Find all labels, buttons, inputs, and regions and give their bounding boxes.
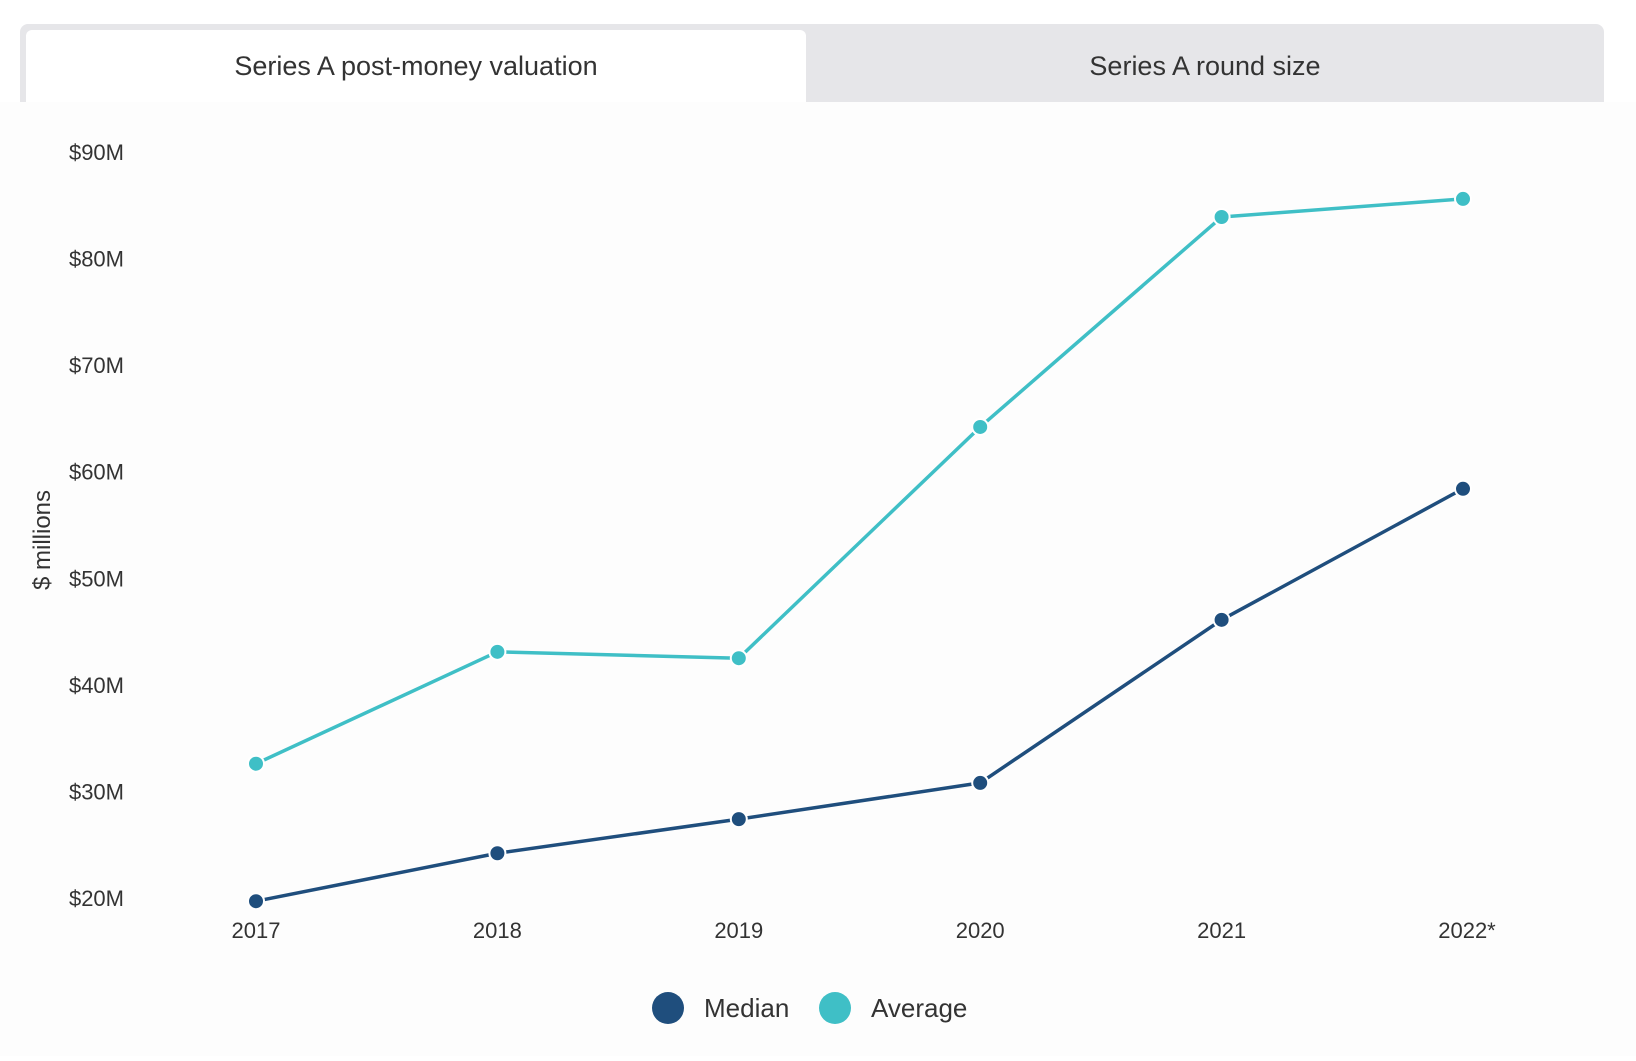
x-tick-label: 2022*: [1438, 918, 1496, 943]
y-tick-label: $60M: [69, 460, 124, 485]
legend: Median Average: [652, 992, 967, 1024]
y-tick-label: $70M: [69, 353, 124, 378]
data-point-median[interactable]: [729, 810, 748, 829]
data-point-median[interactable]: [971, 773, 990, 792]
legend-label-median: Median: [704, 993, 789, 1023]
x-tick-label: 2019: [714, 918, 763, 943]
tab-round-size[interactable]: Series A round size: [1089, 50, 1321, 81]
tab-post-money-valuation[interactable]: Series A post-money valuation: [26, 30, 806, 102]
y-tick-label: $30M: [69, 779, 124, 804]
data-point-median[interactable]: [1212, 610, 1231, 629]
legend-label-average: Average: [871, 993, 967, 1023]
x-tick-label: 2018: [473, 918, 522, 943]
y-tick-label: $90M: [69, 140, 124, 165]
x-tick-label: 2021: [1197, 918, 1246, 943]
y-axis-label: $ millions: [29, 490, 56, 590]
x-tick-label: 2017: [232, 918, 281, 943]
data-point-median[interactable]: [1454, 479, 1472, 498]
data-point-average[interactable]: [971, 417, 990, 436]
x-tick-label: 2020: [956, 918, 1005, 943]
chart-tabs: Series A post-money valuation Series A r…: [20, 24, 1604, 102]
data-point-average[interactable]: [1454, 189, 1472, 208]
data-point-average[interactable]: [488, 642, 507, 661]
data-point-median[interactable]: [247, 892, 265, 911]
y-tick-label: $20M: [69, 886, 124, 911]
legend-item-average[interactable]: Average: [819, 992, 967, 1024]
legend-item-median[interactable]: Median: [652, 992, 789, 1024]
legend-swatch-average: [819, 992, 851, 1024]
line-chart: $20M$30M$40M$50M$60M$70M$80M$90M 2017 201…: [29, 140, 1497, 1024]
legend-swatch-median: [652, 992, 684, 1024]
y-tick-label: $40M: [69, 673, 124, 698]
chart-area: $20M $30M $40M $50M $60M $70M $80M $90M 2017 201…: [0, 102, 1636, 1056]
series-line-median: [254, 487, 1465, 903]
data-point-average[interactable]: [247, 754, 265, 773]
series-line-average: [254, 197, 1465, 766]
x-axis-ticks: 2017 2018 2019 2020 2021 2022*: [232, 918, 1497, 943]
y-tick-label: $50M: [69, 566, 124, 591]
y-axis-ticks: $20M $30M $40M $50M $60M $70M $80M $90M: [69, 140, 124, 911]
data-point-average[interactable]: [729, 649, 748, 668]
data-point-average[interactable]: [1212, 208, 1231, 227]
y-tick-label: $80M: [69, 247, 124, 272]
data-point-median[interactable]: [488, 844, 507, 863]
series-group: [247, 189, 1472, 911]
